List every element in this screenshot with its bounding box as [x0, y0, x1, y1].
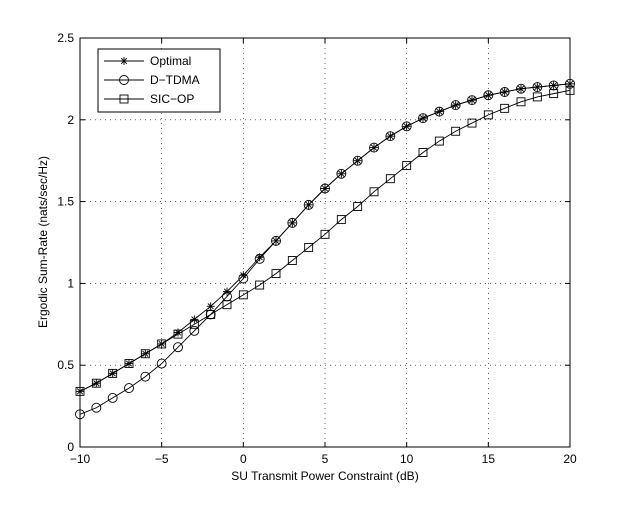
y-tick-label: 1	[67, 276, 74, 290]
square-marker	[320, 229, 330, 239]
star-marker	[255, 253, 264, 262]
y-axis-label: Ergodic Sum-Rate (nats/sec/Hz)	[36, 156, 50, 328]
circle-marker	[124, 383, 134, 394]
circle-marker	[565, 78, 575, 89]
circle-marker	[320, 183, 330, 194]
circle-marker	[516, 83, 526, 94]
x-tick-label: 0	[240, 452, 247, 466]
circle-marker	[401, 121, 412, 132]
star-marker	[206, 302, 215, 311]
square-marker	[140, 349, 150, 359]
circle-marker	[156, 358, 167, 369]
square-marker	[532, 92, 542, 102]
x-tick-label: −10	[70, 452, 91, 466]
x-tick-label: −5	[155, 452, 169, 466]
circle-marker	[91, 402, 102, 413]
square-marker	[500, 103, 510, 113]
square-marker	[483, 110, 493, 120]
square-marker	[238, 290, 248, 300]
square-marker	[287, 256, 297, 265]
legend-box	[97, 48, 221, 113]
x-tick-label: 15	[482, 452, 496, 466]
circle-marker	[499, 87, 510, 97]
square-marker	[206, 310, 216, 319]
circle-marker	[271, 235, 281, 246]
circle-marker	[434, 106, 445, 117]
square-marker	[467, 118, 477, 128]
x-tick-label: 10	[400, 452, 414, 466]
square-marker	[402, 161, 412, 171]
circle-marker	[450, 100, 461, 111]
circle-marker	[254, 253, 265, 264]
square-marker	[418, 148, 428, 157]
circle-marker	[287, 217, 298, 228]
y-tick-label: 0	[67, 440, 74, 454]
legend-item: Optimal	[104, 54, 191, 68]
circle-marker	[336, 168, 347, 179]
circle-marker	[75, 409, 85, 420]
ticks: −10 −5 0 5 10 15 20 0 0.5 1 1.5 2 2.5	[57, 31, 577, 466]
circle-marker	[303, 199, 314, 210]
square-marker	[353, 202, 363, 211]
y-tick-label: 0.5	[57, 358, 74, 372]
circle-marker	[173, 342, 183, 353]
square-marker	[516, 97, 526, 107]
square-marker	[255, 280, 265, 290]
y-tick-label: 1.5	[57, 195, 74, 209]
square-marker	[434, 136, 444, 146]
square-marker	[91, 378, 101, 388]
circle-marker	[205, 309, 216, 320]
square-marker	[385, 174, 395, 184]
series-line	[79, 83, 571, 392]
circle-marker	[369, 142, 379, 153]
series-circle	[75, 78, 575, 420]
square-marker	[565, 85, 575, 95]
circle-marker	[189, 325, 200, 336]
circle-marker	[483, 90, 494, 101]
square-marker	[549, 89, 559, 99]
circle-marker	[119, 75, 129, 85]
legend-item: D−TDMA	[104, 73, 200, 87]
x-tick-label: 5	[322, 452, 329, 466]
circle-marker	[107, 392, 118, 403]
circle-marker	[140, 371, 151, 382]
square-marker	[157, 339, 167, 349]
grid	[80, 38, 570, 447]
series-square	[75, 85, 575, 396]
square-marker	[336, 215, 346, 225]
series-line	[79, 89, 571, 392]
square-marker	[75, 386, 85, 396]
square-marker	[222, 300, 232, 310]
series-line	[79, 83, 571, 415]
x-axis-label: SU Transmit Power Constraint (dB)	[231, 469, 418, 483]
circle-marker	[352, 155, 363, 166]
circle-marker	[467, 95, 477, 106]
square-marker	[304, 242, 314, 252]
square-marker	[124, 359, 134, 369]
square-marker	[119, 94, 129, 104]
series-layer	[75, 78, 575, 420]
star-marker	[120, 57, 128, 65]
star-marker	[190, 315, 199, 324]
legend-label: SIC−OP	[150, 92, 194, 106]
legend-item: SIC−OP	[104, 92, 194, 106]
square-marker	[369, 187, 379, 197]
square-marker	[271, 269, 281, 279]
square-marker	[189, 319, 199, 329]
legend-label: Optimal	[150, 54, 191, 68]
y-tick-label: 2	[67, 113, 74, 127]
x-tick-label: 20	[563, 452, 577, 466]
square-marker	[451, 126, 461, 136]
square-marker	[173, 329, 183, 339]
square-marker	[108, 368, 118, 378]
y-tick-label: 2.5	[57, 31, 74, 45]
legend: Optimal D−TDMA SIC−OP	[97, 48, 221, 113]
circle-marker	[418, 113, 428, 124]
circle-marker	[385, 131, 396, 142]
legend-label: D−TDMA	[150, 73, 200, 87]
circle-marker	[238, 273, 249, 284]
circle-marker	[532, 82, 543, 93]
